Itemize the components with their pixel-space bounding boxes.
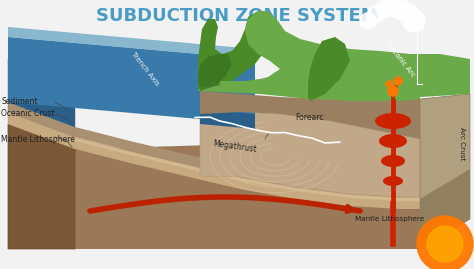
Polygon shape — [200, 112, 420, 197]
Circle shape — [394, 77, 402, 85]
Circle shape — [398, 3, 419, 24]
Polygon shape — [8, 112, 75, 149]
Circle shape — [427, 226, 463, 262]
Polygon shape — [200, 109, 255, 129]
Text: Volcanic Arc: Volcanic Arc — [384, 40, 416, 78]
Text: Arc Crust: Arc Crust — [459, 127, 465, 161]
Text: SUBDUCTION ZONE SYSTEM: SUBDUCTION ZONE SYSTEM — [96, 7, 378, 25]
Polygon shape — [220, 11, 470, 101]
Polygon shape — [8, 114, 470, 249]
Circle shape — [403, 10, 425, 32]
Text: Oceanic Crust: Oceanic Crust — [1, 109, 55, 119]
Polygon shape — [75, 138, 420, 201]
Polygon shape — [8, 102, 75, 137]
Circle shape — [390, 0, 410, 19]
Polygon shape — [8, 124, 75, 249]
Polygon shape — [381, 155, 405, 167]
Text: Megathrust: Megathrust — [212, 139, 257, 154]
Text: Mantle Lithosphere: Mantle Lithosphere — [356, 216, 425, 222]
Text: Sediment: Sediment — [1, 97, 37, 107]
Circle shape — [388, 86, 398, 96]
Circle shape — [376, 0, 394, 18]
Circle shape — [417, 216, 473, 269]
Polygon shape — [75, 137, 420, 209]
Polygon shape — [200, 91, 470, 197]
Polygon shape — [379, 134, 407, 148]
Polygon shape — [8, 27, 255, 59]
Polygon shape — [198, 79, 420, 101]
Circle shape — [360, 13, 376, 29]
Polygon shape — [8, 37, 255, 124]
Circle shape — [386, 81, 392, 87]
Polygon shape — [8, 52, 75, 84]
Polygon shape — [383, 176, 403, 186]
Text: Mantle Lithosphere: Mantle Lithosphere — [1, 134, 75, 143]
Polygon shape — [198, 11, 275, 91]
Polygon shape — [8, 59, 75, 127]
Polygon shape — [308, 37, 350, 101]
Polygon shape — [375, 113, 411, 129]
Circle shape — [383, 0, 401, 16]
Polygon shape — [198, 54, 232, 91]
Polygon shape — [420, 169, 470, 249]
Circle shape — [367, 5, 384, 23]
Text: Trench Axis: Trench Axis — [130, 51, 160, 87]
Polygon shape — [420, 94, 470, 249]
Polygon shape — [75, 127, 340, 193]
Text: Forearc: Forearc — [295, 112, 323, 122]
